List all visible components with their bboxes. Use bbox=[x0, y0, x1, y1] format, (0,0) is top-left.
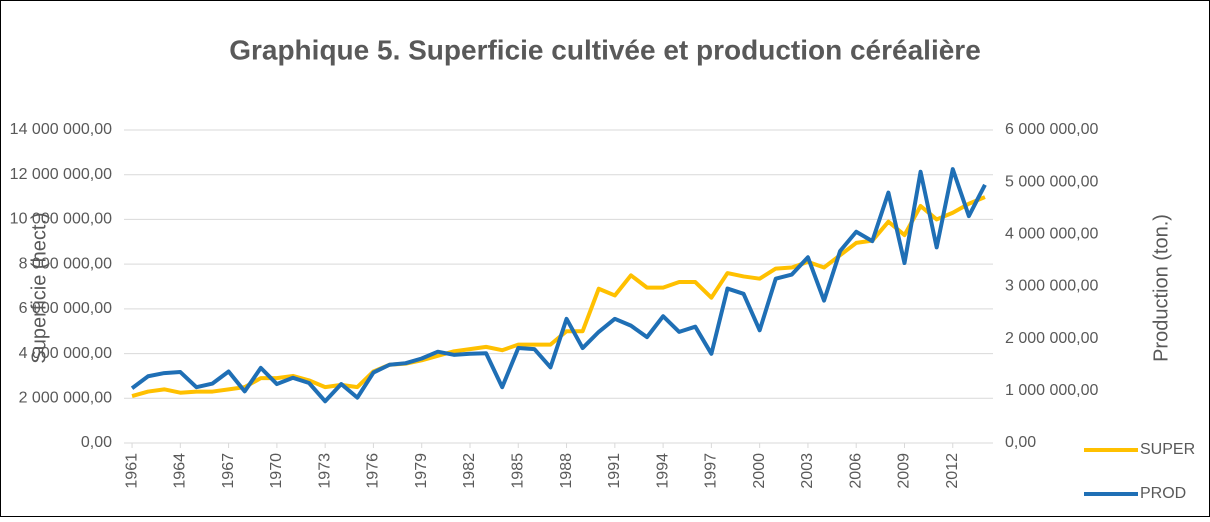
legend-label: PROD bbox=[1140, 485, 1186, 502]
x-tick-label: 2000 bbox=[751, 453, 768, 489]
x-tick-label: 1997 bbox=[703, 453, 720, 489]
y-tick-label: 4 000 000,00 bbox=[19, 345, 113, 362]
y-tick-label: 12 000 000,00 bbox=[10, 166, 112, 183]
y2-tick-label: 1 000 000,00 bbox=[1005, 382, 1099, 399]
x-tick-label: 1985 bbox=[509, 453, 526, 489]
y-axis-label: Superficie (hect.) bbox=[28, 212, 50, 363]
x-tick-label: 1967 bbox=[220, 453, 237, 489]
x-tick-label: 1961 bbox=[123, 453, 140, 489]
x-tick-label: 1964 bbox=[172, 453, 189, 489]
x-tick-label: 2003 bbox=[799, 453, 816, 489]
y2-tick-label: 4 000 000,00 bbox=[1005, 226, 1099, 243]
x-tick-label: 1973 bbox=[316, 453, 333, 489]
chart-title: Graphique 5. Superficie cultivée et prod… bbox=[229, 34, 981, 65]
x-tick-label: 1988 bbox=[558, 453, 575, 489]
y2-tick-label: 3 000 000,00 bbox=[1005, 278, 1099, 295]
y-tick-label: 8 000 000,00 bbox=[19, 255, 113, 272]
series-line bbox=[130, 167, 987, 404]
x-tick-label: 2006 bbox=[847, 453, 864, 489]
y2-tick-label: 2 000 000,00 bbox=[1005, 330, 1099, 347]
x-tick-label: 1991 bbox=[606, 453, 623, 489]
y2-tick-label: 6 000 000,00 bbox=[1005, 121, 1099, 138]
y-tick-label: 2 000 000,00 bbox=[19, 390, 113, 407]
y2-tick-label: 5 000 000,00 bbox=[1005, 173, 1099, 190]
legend-label: SUPER bbox=[1140, 441, 1195, 458]
x-tick-label: 1979 bbox=[413, 453, 430, 489]
y-tick-label: 14 000 000,00 bbox=[10, 121, 112, 138]
x-tick-label: 2009 bbox=[896, 453, 913, 489]
x-tick-label: 1976 bbox=[365, 453, 382, 489]
y2-tick-label: 0,00 bbox=[1005, 434, 1036, 451]
x-tick-label: 1982 bbox=[461, 453, 478, 489]
x-tick-label: 2012 bbox=[944, 453, 961, 489]
y-tick-label: 6 000 000,00 bbox=[19, 300, 113, 317]
y-tick-label: 10 000 000,00 bbox=[10, 211, 112, 228]
x-tick-label: 1970 bbox=[268, 453, 285, 489]
y-tick-label: 0,00 bbox=[81, 434, 112, 451]
y2-axis-label: Production (ton.) bbox=[1150, 214, 1172, 362]
x-tick-label: 1994 bbox=[654, 453, 671, 489]
